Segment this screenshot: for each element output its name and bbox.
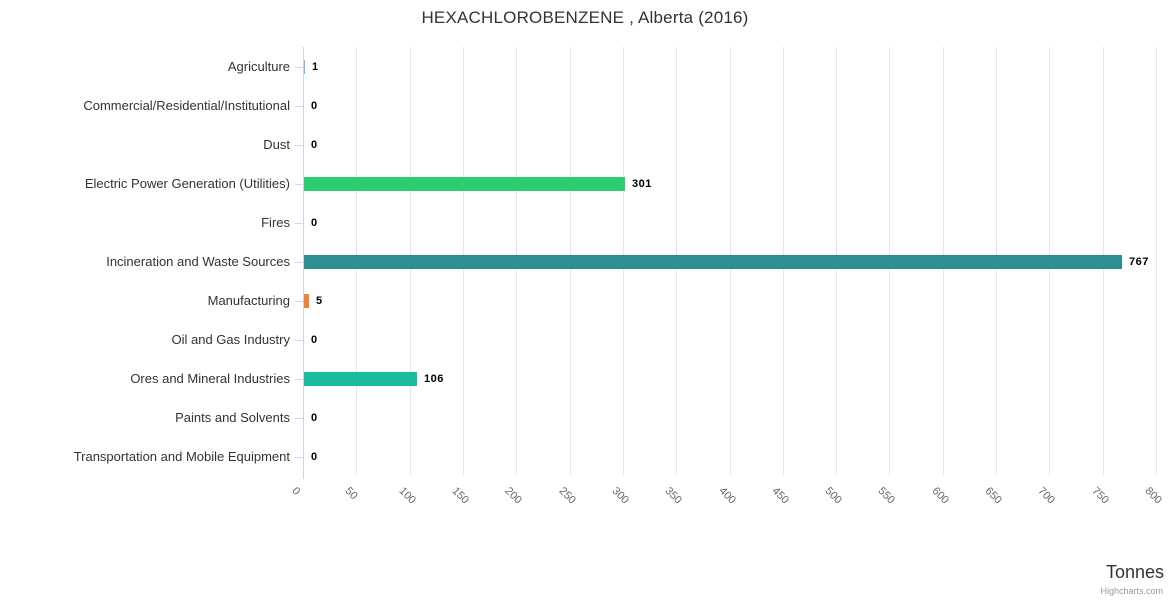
value-label: 0 <box>311 334 318 346</box>
category-tick <box>295 106 303 107</box>
category-label: Manufacturing <box>207 293 290 308</box>
category-tick <box>295 301 303 302</box>
category-label: Dust <box>263 137 290 152</box>
value-label: 0 <box>311 100 318 112</box>
x-tick-label: 250 <box>556 485 578 507</box>
x-tick-label: 350 <box>662 485 685 507</box>
category-label: Incineration and Waste Sources <box>106 254 290 269</box>
category-label: Ores and Mineral Industries <box>130 371 290 386</box>
x-tick-label: 650 <box>982 485 1005 507</box>
category-tick <box>295 223 303 224</box>
x-tick-label: 0 <box>289 485 303 498</box>
value-label: 0 <box>311 451 318 463</box>
category-label: Fires <box>261 215 290 230</box>
value-label: 5 <box>316 295 323 307</box>
x-tick-label: 100 <box>396 485 418 507</box>
x-tick-label: 400 <box>716 485 738 507</box>
highcharts-credit[interactable]: Highcharts.com <box>1100 586 1163 596</box>
x-tick-label: 700 <box>1035 485 1058 507</box>
category-tick <box>295 457 303 458</box>
x-tick-label: 150 <box>449 485 471 507</box>
value-label: 0 <box>311 139 318 151</box>
x-tick-label: 200 <box>502 485 525 507</box>
bar[interactable] <box>304 60 305 74</box>
category-label: Commercial/Residential/Institutional <box>83 98 290 113</box>
category-tick <box>295 379 303 380</box>
value-label: 301 <box>632 178 652 190</box>
value-label: 0 <box>311 217 318 229</box>
x-tick-label: 300 <box>609 485 631 507</box>
category-label: Agriculture <box>227 59 290 74</box>
category-tick <box>295 145 303 146</box>
x-tick-label: 50 <box>342 485 360 503</box>
bar[interactable] <box>304 255 1122 269</box>
category-tick <box>295 262 303 263</box>
x-tick-label: 800 <box>1142 485 1164 507</box>
value-label: 106 <box>424 373 444 385</box>
category-label: Paints and Solvents <box>175 410 290 425</box>
category-tick <box>295 67 303 68</box>
x-axis-title: Tonnes <box>1105 562 1164 582</box>
category-tick <box>295 340 303 341</box>
gridline <box>1156 47 1157 475</box>
x-tick-label: 600 <box>929 485 951 507</box>
bar[interactable] <box>304 372 417 386</box>
x-tick-label: 500 <box>822 485 845 507</box>
value-label: 767 <box>1129 256 1149 268</box>
chart-title: HEXACHLOROBENZENE , Alberta (2016) <box>421 8 749 27</box>
x-tick-label: 750 <box>1089 485 1111 507</box>
category-label: Electric Power Generation (Utilities) <box>84 176 290 191</box>
category-label: Transportation and Mobile Equipment <box>73 449 290 464</box>
bar[interactable] <box>304 294 309 308</box>
category-tick <box>295 184 303 185</box>
value-label: 1 <box>312 61 319 73</box>
category-label: Oil and Gas Industry <box>171 332 291 347</box>
x-tick-label: 550 <box>875 485 898 507</box>
category-tick <box>295 418 303 419</box>
bar[interactable] <box>304 177 625 191</box>
y-axis-line <box>303 47 304 479</box>
x-tick-label: 450 <box>769 485 791 507</box>
value-label: 0 <box>311 412 318 424</box>
